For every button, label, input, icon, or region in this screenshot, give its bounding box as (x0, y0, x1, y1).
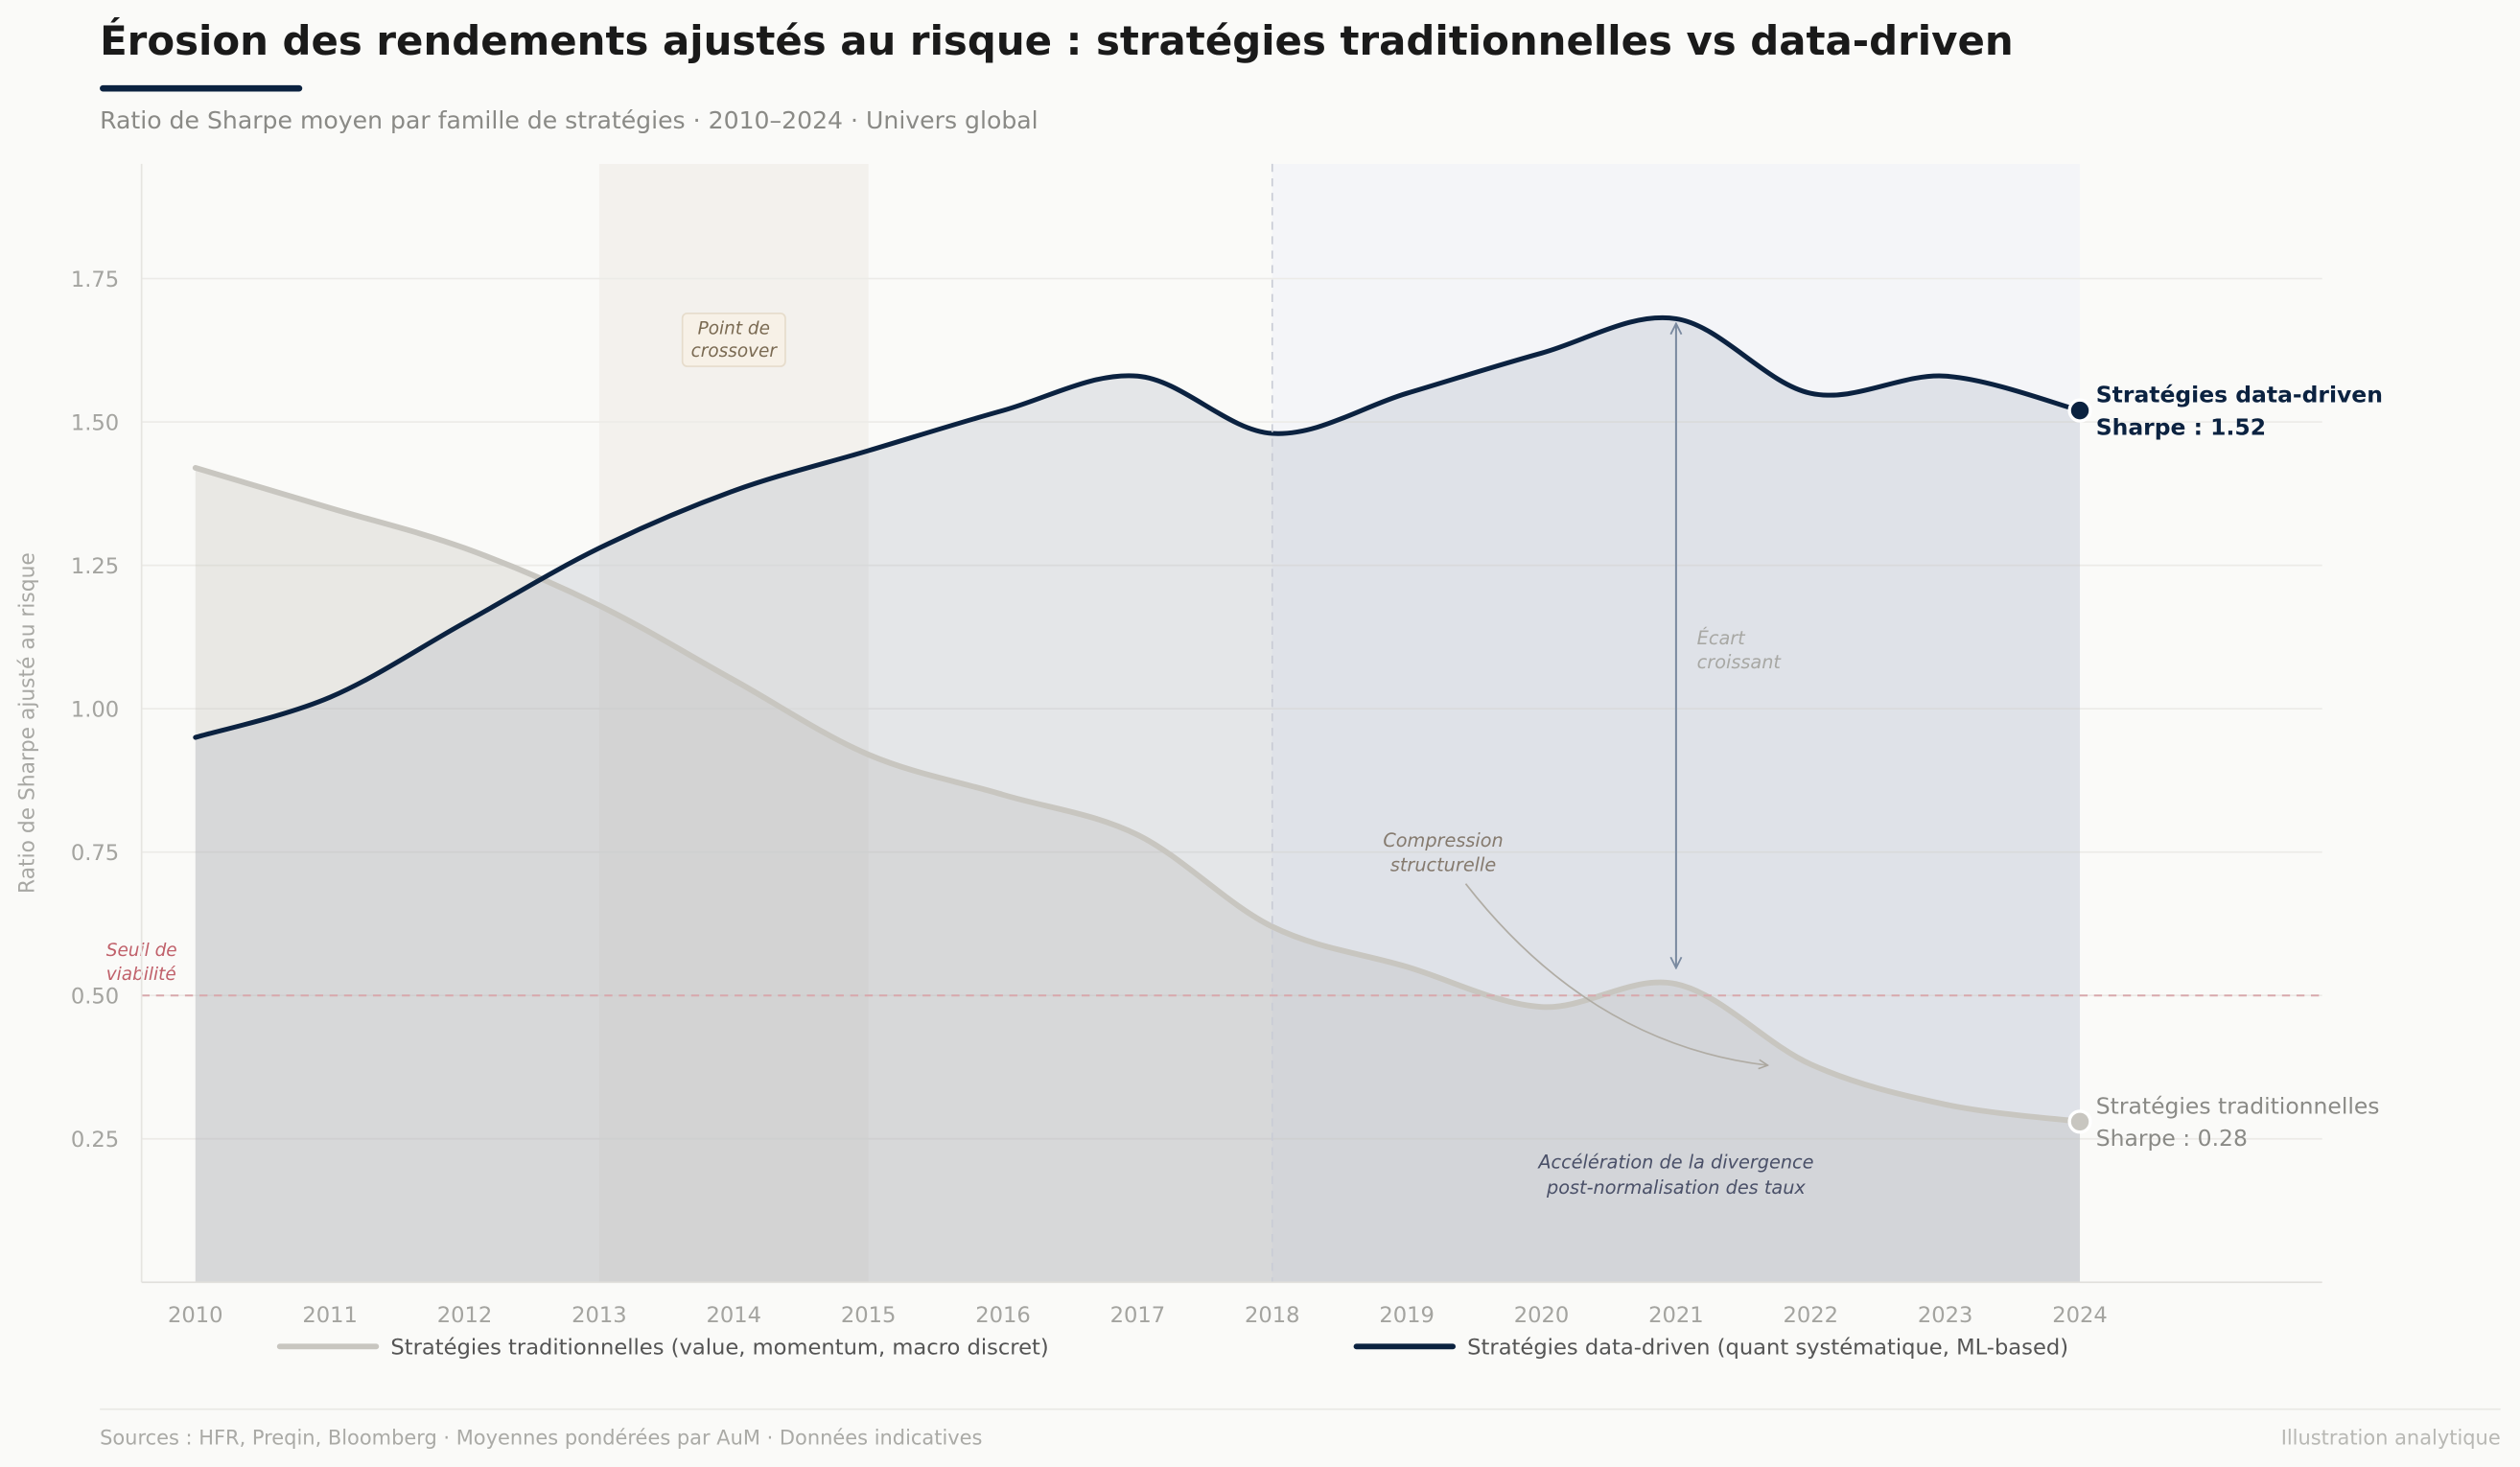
data-driven-line (193, 314, 2083, 740)
chart-title: Érosion des rendements ajustés au risque… (100, 16, 2014, 64)
title-accent-bar (100, 84, 303, 92)
compression-label-2: structurelle (1390, 853, 1496, 875)
x-tick-label: 2017 (1110, 1303, 1166, 1328)
legend-label-traditional: Stratégies traditionnelles (value, momen… (390, 1336, 1048, 1361)
x-tick-label: 2018 (1245, 1303, 1300, 1328)
x-tick-label: 2013 (572, 1303, 627, 1328)
traditional-line (192, 465, 2083, 1125)
y-tick-label: 1.25 (71, 554, 119, 579)
traditional-end-label: Stratégies traditionnelles (2096, 1092, 2380, 1119)
chart-subtitle: Ratio de Sharpe moyen par famille de str… (100, 106, 1038, 134)
compression-arrow (1464, 883, 1768, 1065)
y-tick-label: 1.50 (71, 410, 119, 435)
data-driven-end-label: Stratégies data-driven (2096, 382, 2383, 408)
x-tick-label: 2015 (841, 1303, 897, 1328)
y-tick-label: 0.75 (71, 841, 119, 866)
x-tick-label: 2019 (1379, 1303, 1435, 1328)
footer-credit: Illustration analytique (2281, 1427, 2501, 1450)
data-driven-area (195, 317, 2081, 1283)
x-tick-label: 2010 (168, 1303, 223, 1328)
data-driven-end-value: Sharpe : 1.52 (2096, 413, 2266, 440)
divergence-label: Accélération de la divergence (1536, 1151, 1813, 1173)
compression-label: Compression (1383, 829, 1503, 851)
gap-label: Écart (1697, 627, 1746, 649)
gap-label-2: croissant (1697, 651, 1783, 673)
y-tick-label: 0.25 (71, 1128, 119, 1153)
legend-label-data-driven: Stratégies data-driven (quant systématiq… (1467, 1336, 2068, 1361)
traditional-end-marker (2067, 1109, 2092, 1134)
x-tick-label: 2020 (1514, 1303, 1570, 1328)
x-tick-label: 2016 (975, 1303, 1031, 1328)
y-tick-label: 0.50 (71, 985, 119, 1010)
divergence-label-2: post-normalisation des taux (1546, 1176, 1806, 1199)
x-tick-label: 2023 (1918, 1303, 1973, 1328)
x-tick-label: 2024 (2052, 1303, 2108, 1328)
y-axis-label: Ratio de Sharpe ajusté au risque (15, 552, 39, 894)
y-tick-label: 1.00 (71, 698, 119, 723)
traditional-end-value: Sharpe : 0.28 (2096, 1125, 2248, 1152)
data-driven-end-marker (2067, 398, 2092, 423)
x-tick-label: 2014 (707, 1303, 762, 1328)
x-tick-label: 2022 (1784, 1303, 1839, 1328)
crossover-label: Point de (698, 319, 770, 339)
crossover-label-2: crossover (691, 341, 779, 361)
traditional-area (195, 467, 2081, 1283)
crossover-label-box (681, 312, 786, 367)
x-tick-label: 2012 (437, 1303, 493, 1328)
x-tick-label: 2021 (1648, 1303, 1704, 1328)
footer-sources: Sources : HFR, Preqin, Bloomberg · Moyen… (100, 1427, 982, 1450)
y-tick-label: 1.75 (71, 268, 119, 292)
x-tick-label: 2011 (302, 1303, 358, 1328)
